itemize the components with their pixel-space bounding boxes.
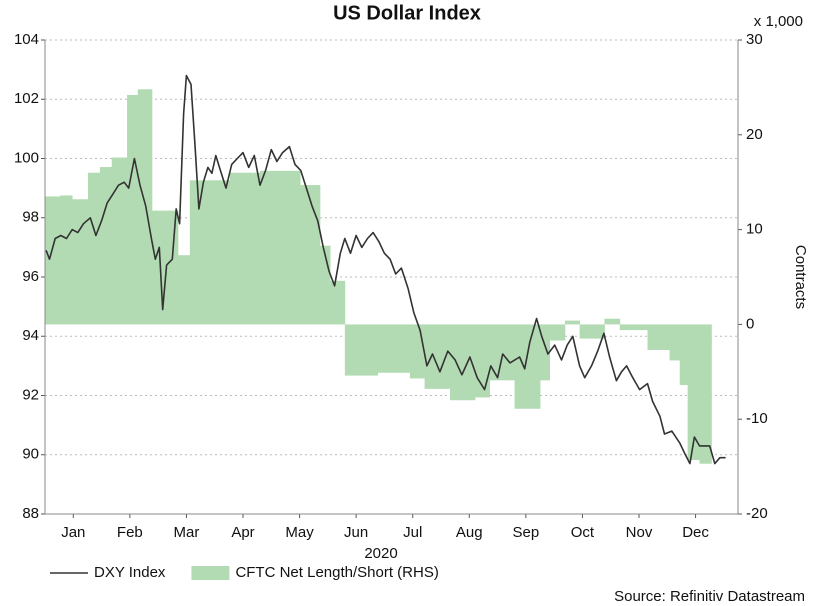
cftc-step <box>45 196 61 325</box>
chart-title: US Dollar Index <box>333 2 481 24</box>
cftc-step <box>189 180 231 325</box>
x-tick-label: Apr <box>231 524 254 541</box>
cftc-step <box>377 324 411 373</box>
y-tick-label: 94 <box>22 327 39 344</box>
cftc-step <box>87 172 101 325</box>
cftc-step <box>300 185 321 325</box>
x-tick-label: Jul <box>403 524 422 541</box>
cftc-step <box>579 324 605 339</box>
y-tick-label: 100 <box>14 149 39 166</box>
x-tick-label: Jan <box>61 524 85 541</box>
legend-label: DXY Index <box>94 564 166 581</box>
x-tick-label: Oct <box>571 524 595 541</box>
cftc-step <box>549 324 566 341</box>
legend-swatch <box>191 566 230 580</box>
y-tick-label: 92 <box>22 386 39 403</box>
cftc-step <box>111 157 128 325</box>
cftc-step <box>514 324 541 409</box>
x-tick-label: Nov <box>626 524 653 541</box>
cftc-step <box>564 320 580 325</box>
cftc-step <box>669 324 681 361</box>
y-tick-label: 88 <box>22 505 39 522</box>
cftc-step <box>319 245 331 325</box>
x-tick-label: Feb <box>117 524 143 541</box>
y2-unit: x 1,000 <box>754 13 803 30</box>
dxy-line <box>45 74 726 465</box>
cftc-step <box>409 324 425 379</box>
cftc-step <box>164 210 179 325</box>
cftc-step <box>619 324 648 331</box>
cftc-step <box>99 167 113 325</box>
x-axis-label: 2020 <box>364 545 397 562</box>
cftc-step <box>687 324 700 460</box>
y2-tick-label: 10 <box>746 221 763 238</box>
y2-tick-label: -20 <box>746 505 768 522</box>
y-tick-label: 90 <box>22 446 39 463</box>
cftc-step <box>229 172 261 325</box>
cftc-step <box>60 195 73 325</box>
cftc-step <box>177 255 191 325</box>
y2-tick-label: -10 <box>746 410 768 427</box>
cftc-step <box>699 324 712 464</box>
cftc-step <box>604 318 621 325</box>
x-tick-label: Sep <box>513 524 540 541</box>
y-tick-label: 96 <box>22 268 39 285</box>
cftc-step <box>647 324 670 350</box>
cftc-step <box>137 89 153 325</box>
cftc-step <box>259 170 301 325</box>
y2-tick-label: 20 <box>746 126 763 143</box>
y2-axis-label: Contracts <box>792 245 809 309</box>
source: Source: Refinitiv Datastream <box>614 588 805 605</box>
x-tick-label: May <box>285 524 314 541</box>
cftc-step <box>72 199 89 325</box>
cftc-step <box>344 324 379 376</box>
y2-tick-label: 0 <box>746 315 754 332</box>
x-tick-label: Mar <box>174 524 200 541</box>
cftc-step <box>679 324 689 386</box>
cftc-step <box>127 94 139 325</box>
y-tick-label: 98 <box>22 209 39 226</box>
y-tick-label: 102 <box>14 90 39 107</box>
x-tick-label: Aug <box>456 524 483 541</box>
y-tick-label: 104 <box>14 31 39 48</box>
x-tick-label: Dec <box>682 524 709 541</box>
legend-label: CFTC Net Length/Short (RHS) <box>235 564 438 581</box>
y2-tick-label: 30 <box>746 31 763 48</box>
cftc-step <box>330 280 346 325</box>
cftc-step <box>424 324 451 389</box>
cftc-step <box>540 324 551 381</box>
x-tick-label: Jun <box>344 524 368 541</box>
